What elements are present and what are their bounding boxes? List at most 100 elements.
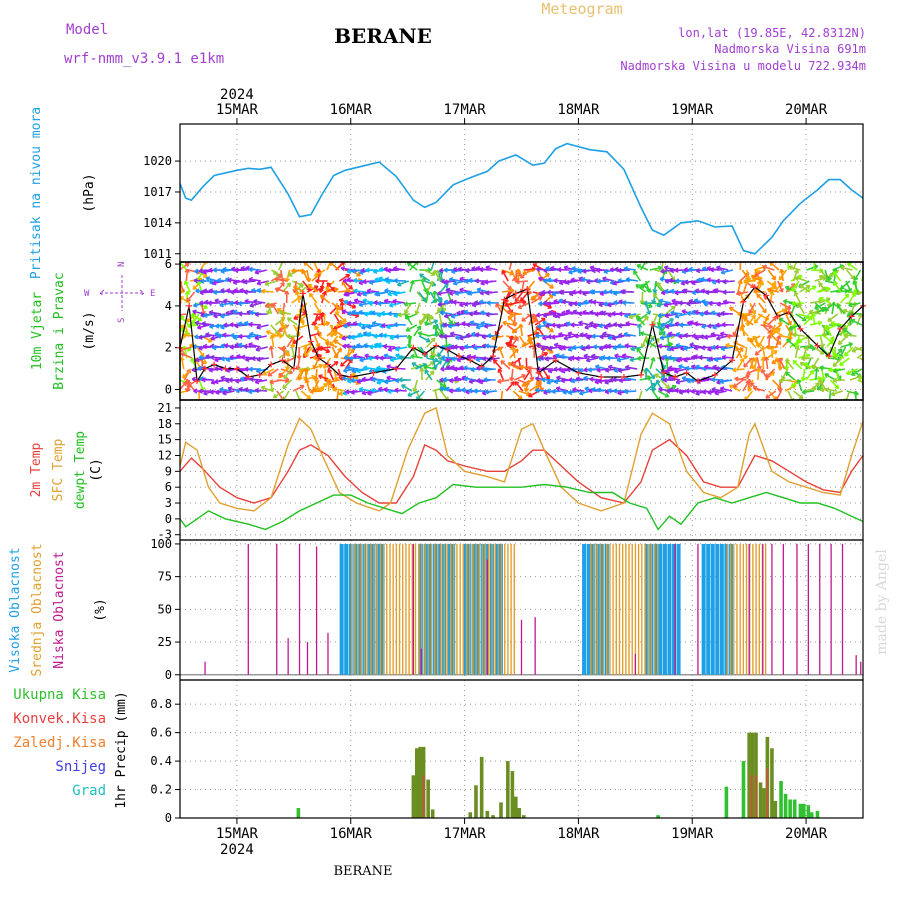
wind-arrow-head: [329, 333, 335, 338]
wind-arrow-head: [750, 274, 756, 280]
wind-arrow: [468, 291, 481, 295]
high-cloud-bar: [428, 543, 433, 675]
wind-arrow-head: [857, 290, 862, 296]
high-cloud-bar: [494, 543, 499, 675]
wind-arrow-head: [658, 298, 664, 304]
wind-arrow: [637, 357, 650, 360]
wind-arrow-head: [594, 277, 599, 284]
wind-arrow-head: [778, 317, 784, 323]
wind-arrow: [182, 368, 192, 379]
wind-arrow-head: [378, 266, 384, 273]
wind-arrow-head: [624, 364, 630, 371]
wind-arrow-head: [514, 348, 519, 354]
wind-arrow: [716, 302, 729, 306]
wind-arrow-head: [386, 324, 391, 330]
wind-arrow-head: [319, 294, 325, 300]
wind-arrow-head: [470, 366, 475, 373]
wind-arrow-head: [599, 290, 604, 296]
wind-arrow: [656, 282, 666, 293]
wind-arrow: [292, 335, 304, 345]
wind-arrow-head: [430, 337, 436, 343]
wind-arrow: [625, 278, 638, 282]
wind-arrow-head: [753, 288, 758, 295]
wind-arrow-head: [175, 299, 179, 303]
wind-arrow-head: [469, 320, 475, 326]
wind-arrow: [777, 280, 784, 293]
wind-arrow-head: [319, 312, 325, 317]
wind-arrow-head: [546, 379, 551, 385]
high-cloud-bar: [710, 543, 715, 675]
wind-arrow-head: [511, 328, 517, 334]
wind-arrow-head: [545, 322, 550, 329]
wind-arrow-head: [652, 292, 658, 298]
wind-arrow: [313, 302, 322, 314]
wind-arrow: [392, 300, 405, 304]
wind-arrow: [748, 302, 756, 314]
wind-gust-mark: [552, 357, 559, 364]
precip-bar: [479, 756, 484, 818]
wind-arrow-head: [249, 302, 255, 308]
wind-arrow: [842, 327, 854, 337]
wind-arrow-head: [519, 273, 525, 279]
cloud-axis-label: Visoka Oblacnost: [8, 547, 23, 672]
wind-arrow: [341, 267, 354, 271]
wind-arrow-head: [817, 386, 822, 391]
wind-arrow: [857, 379, 863, 384]
wind-arrow-head: [418, 319, 424, 325]
wind-arrow-head: [273, 270, 278, 276]
wind-arrow-head: [809, 369, 814, 375]
wind-arrow-head: [264, 302, 270, 309]
precip-bar: [296, 808, 301, 818]
wind-arrow-head: [616, 357, 622, 363]
wind-arrow-head: [745, 374, 750, 380]
wind-arrow-head: [440, 322, 445, 329]
wind-arrow: [565, 280, 578, 284]
wind-arrow-head: [852, 280, 858, 285]
wind-arrow-head: [210, 354, 215, 361]
wind-arrow-head: [343, 354, 348, 361]
wind-arrow: [313, 262, 319, 271]
wind-arrow-head: [425, 290, 431, 296]
wind-arrow-head: [459, 276, 464, 282]
wind-arrow-head: [341, 280, 347, 286]
wind-arrow-head: [239, 376, 245, 382]
wind-arrow-head: [708, 356, 714, 362]
temperature-line: [179, 483, 864, 531]
wind-arrow-head: [193, 277, 198, 284]
credit-text: made by Angel: [874, 549, 890, 655]
wind-arrow: [485, 266, 498, 271]
wind-arrow-head: [760, 345, 766, 351]
wind-arrow: [617, 269, 630, 272]
ytick-label: 6: [165, 257, 172, 271]
wind-arrow: [420, 346, 428, 358]
wind-arrow-head: [728, 384, 734, 390]
wind-arrow: [820, 368, 825, 381]
wind-arrow: [533, 314, 541, 326]
wind-arrow-head: [485, 265, 490, 271]
coords-text: lon,lat (19.85E, 42.8312N): [678, 26, 866, 40]
wind-arrow-head: [602, 331, 607, 337]
wind-arrow-head: [325, 341, 330, 347]
wind-arrow-head: [428, 280, 434, 286]
wind-arrow-head: [193, 388, 198, 394]
wind-arrow: [418, 335, 431, 343]
wind-arrow-head: [439, 386, 445, 392]
wind-arrow-head: [394, 333, 400, 340]
wind-gust-mark: [211, 361, 218, 368]
wind-arrow: [756, 357, 761, 370]
wind-arrow-head: [448, 298, 454, 305]
wind-arrow-head: [607, 364, 613, 370]
wind-arrow-head: [371, 320, 377, 327]
wind-arrow-head: [751, 314, 756, 320]
wind-arrow: [514, 291, 524, 303]
wind-arrow-head: [636, 323, 643, 328]
wind-arrow-head: [243, 289, 248, 295]
wind-arrow: [180, 324, 181, 326]
wind-arrow: [664, 266, 677, 271]
wind-arrow: [696, 269, 709, 272]
wind-arrow: [657, 324, 666, 336]
wind-arrow-head: [519, 297, 525, 302]
wind-arrow: [302, 269, 309, 282]
wind-arrow-head: [436, 307, 442, 312]
wind-arrow: [383, 345, 396, 348]
